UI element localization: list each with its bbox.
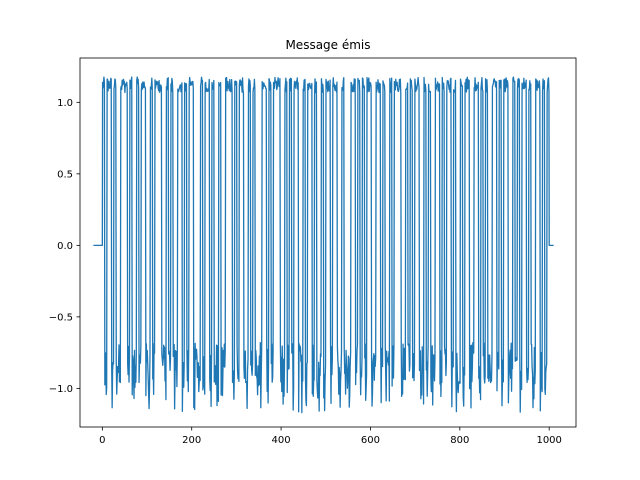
y-tick-label: −1.0 — [49, 384, 73, 395]
y-axis: −1.0 −0.5 0.0 0.5 1.0 — [49, 98, 80, 395]
x-tick-label: 400 — [272, 435, 291, 446]
series-line — [93, 76, 554, 414]
x-tick-label: 0 — [99, 435, 105, 446]
x-axis: 0 200 400 600 800 1000 — [99, 427, 562, 446]
x-tick-label: 1000 — [536, 435, 561, 446]
y-tick-label: 0.5 — [57, 169, 73, 180]
y-tick-label: 1.0 — [57, 98, 73, 109]
x-tick-label: 600 — [361, 435, 380, 446]
y-tick-label: 0.0 — [57, 241, 73, 252]
x-tick-label: 200 — [182, 435, 201, 446]
series-layer — [93, 76, 554, 414]
y-tick-label: −0.5 — [49, 312, 73, 323]
plot-frame — [79, 57, 577, 428]
chart-title: Message émis — [285, 38, 370, 52]
x-tick-label: 800 — [450, 435, 469, 446]
